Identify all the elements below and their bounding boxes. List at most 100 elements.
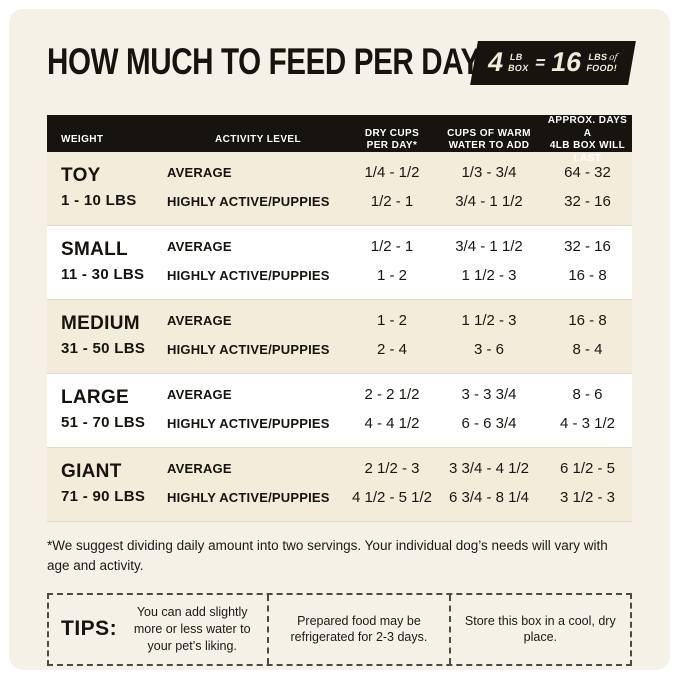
dry-cups-high: 1 - 2 bbox=[376, 267, 407, 284]
serving-footnote: *We suggest dividing daily amount into t… bbox=[47, 538, 608, 573]
header-days-line2: 4LB BOX WILL LAST bbox=[549, 140, 626, 164]
activity-average: AVERAGE bbox=[167, 165, 232, 180]
weight-range: 31 - 50 LBS bbox=[61, 340, 146, 357]
badge-lb-box-stack: LB BOX bbox=[507, 52, 531, 73]
badge-lbs-food-stack: LBS of FOOD! bbox=[586, 52, 620, 74]
days-average: 64 - 32 bbox=[564, 164, 611, 181]
water-cell: 3 - 3 3/4 6 - 6 3/4 bbox=[435, 387, 543, 432]
water-high: 6 - 6 3/4 bbox=[461, 415, 517, 432]
dry-cups-cell: 1/2 - 1 1 - 2 bbox=[349, 239, 435, 284]
tip-text-storage: Store this box in a cool, dry place. bbox=[464, 613, 616, 645]
badge-lb-label: LB bbox=[509, 52, 524, 63]
water-cell: 1 1/2 - 3 3 - 6 bbox=[435, 313, 543, 358]
water-high: 3/4 - 1 1/2 bbox=[455, 193, 523, 210]
tips-cell-refrigerate: Prepared food may be refrigerated for 2-… bbox=[267, 595, 448, 664]
days-high: 32 - 16 bbox=[564, 193, 611, 210]
water-average: 3 3/4 - 4 1/2 bbox=[448, 460, 530, 477]
days-average: 8 - 6 bbox=[572, 386, 603, 403]
badge-food-label: FOOD! bbox=[585, 63, 618, 74]
badge-lbs-of-row: LBS of bbox=[587, 52, 620, 64]
weight-name: MEDIUM bbox=[61, 313, 140, 334]
days-cell: 8 - 6 4 - 3 1/2 bbox=[543, 387, 632, 432]
activity-high: HIGHLY ACTIVE/PUPPIES bbox=[167, 268, 330, 283]
badge-quantity-16: 16 bbox=[548, 47, 585, 77]
weight-name: GIANT bbox=[61, 461, 122, 482]
table-row-medium: MEDIUM 31 - 50 LBS AVERAGE HIGHLY ACTIVE… bbox=[47, 300, 632, 374]
activity-average: AVERAGE bbox=[167, 387, 232, 402]
header: HOW MUCH TO FEED PER DAY 4 LB BOX = 16 L… bbox=[47, 39, 636, 91]
table-header-row: WEIGHT ACTIVITY LEVEL DRY CUPS PER DAY* … bbox=[47, 115, 632, 164]
tips-label: TIPS: bbox=[61, 617, 118, 641]
weight-cell: TOY 1 - 10 LBS bbox=[47, 165, 167, 210]
water-cell: 1/3 - 3/4 3/4 - 1 1/2 bbox=[435, 165, 543, 210]
weight-cell: MEDIUM 31 - 50 LBS bbox=[47, 313, 167, 358]
page-title: HOW MUCH TO FEED PER DAY bbox=[47, 41, 480, 82]
feeding-guide-card: HOW MUCH TO FEED PER DAY 4 LB BOX = 16 L… bbox=[9, 9, 670, 670]
feeding-table: WEIGHT ACTIVITY LEVEL DRY CUPS PER DAY* … bbox=[47, 115, 632, 522]
activity-high: HIGHLY ACTIVE/PUPPIES bbox=[167, 194, 330, 209]
days-average: 32 - 16 bbox=[564, 238, 611, 255]
table-row-giant: GIANT 71 - 90 LBS AVERAGE HIGHLY ACTIVE/… bbox=[47, 448, 632, 522]
weight-cell: GIANT 71 - 90 LBS bbox=[47, 461, 167, 506]
activity-cell: AVERAGE HIGHLY ACTIVE/PUPPIES bbox=[167, 239, 349, 284]
badge-quantity-4: 4 bbox=[485, 47, 506, 77]
water-high: 6 3/4 - 8 1/4 bbox=[448, 489, 530, 506]
days-high: 4 - 3 1/2 bbox=[559, 415, 616, 432]
water-average: 1 1/2 - 3 bbox=[461, 312, 517, 329]
days-high: 8 - 4 bbox=[572, 341, 603, 358]
header-dry-cups-line1: DRY CUPS bbox=[364, 127, 420, 139]
water-average: 1/3 - 3/4 bbox=[461, 164, 517, 181]
table-row-large: LARGE 51 - 70 LBS AVERAGE HIGHLY ACTIVE/… bbox=[47, 374, 632, 448]
header-dry-cups-line2: PER DAY* bbox=[366, 140, 418, 151]
dry-cups-cell: 1 - 2 2 - 4 bbox=[349, 313, 435, 358]
table-row-toy: TOY 1 - 10 LBS AVERAGE HIGHLY ACTIVE/PUP… bbox=[47, 152, 632, 226]
tip-text-refrigerate: Prepared food may be refrigerated for 2-… bbox=[290, 613, 428, 645]
header-warm-water: CUPS OF WARM WATER TO ADD bbox=[435, 128, 543, 153]
activity-average: AVERAGE bbox=[167, 239, 232, 254]
days-cell: 6 1/2 - 5 3 1/2 - 3 bbox=[543, 461, 632, 506]
water-average: 3/4 - 1 1/2 bbox=[455, 238, 523, 255]
dry-cups-high: 4 1/2 - 5 1/2 bbox=[351, 489, 433, 506]
water-high: 3 - 6 bbox=[473, 341, 504, 358]
activity-high: HIGHLY ACTIVE/PUPPIES bbox=[167, 342, 330, 357]
water-cell: 3 3/4 - 4 1/2 6 3/4 - 8 1/4 bbox=[435, 461, 543, 506]
weight-range: 11 - 30 LBS bbox=[61, 266, 145, 283]
dry-cups-cell: 2 1/2 - 3 4 1/2 - 5 1/2 bbox=[349, 461, 435, 506]
weight-name: SMALL bbox=[61, 239, 128, 260]
activity-average: AVERAGE bbox=[167, 461, 232, 476]
tips-box: TIPS: You can add slightly more or less … bbox=[47, 593, 632, 666]
header-days-box-lasts: APPROX. DAYS A 4LB BOX WILL LAST bbox=[543, 115, 632, 165]
badge-box-label: BOX bbox=[507, 62, 530, 73]
activity-high: HIGHLY ACTIVE/PUPPIES bbox=[167, 490, 330, 505]
tips-cell-water: TIPS: You can add slightly more or less … bbox=[49, 595, 267, 664]
dry-cups-average: 2 - 2 1/2 bbox=[364, 386, 420, 403]
tips-cell-storage: Store this box in a cool, dry place. bbox=[448, 595, 630, 664]
weight-name: TOY bbox=[61, 165, 101, 186]
weight-cell: SMALL 11 - 30 LBS bbox=[47, 239, 167, 284]
equals-sign: = bbox=[534, 52, 548, 72]
days-cell: 64 - 32 32 - 16 bbox=[543, 165, 632, 210]
dry-cups-average: 2 1/2 - 3 bbox=[364, 460, 420, 477]
days-average: 16 - 8 bbox=[568, 312, 607, 329]
days-cell: 16 - 8 8 - 4 bbox=[543, 313, 632, 358]
activity-cell: AVERAGE HIGHLY ACTIVE/PUPPIES bbox=[167, 387, 349, 432]
water-average: 3 - 3 3/4 bbox=[461, 386, 517, 403]
weight-range: 71 - 90 LBS bbox=[61, 488, 146, 505]
food-amount-badge: 4 LB BOX = 16 LBS of FOOD! bbox=[470, 41, 636, 85]
weight-range: 1 - 10 LBS bbox=[61, 192, 137, 209]
header-weight: WEIGHT bbox=[61, 133, 104, 145]
dry-cups-cell: 1/4 - 1/2 1/2 - 1 bbox=[349, 165, 435, 210]
header-dry-cups: DRY CUPS PER DAY* bbox=[349, 128, 435, 153]
activity-cell: AVERAGE HIGHLY ACTIVE/PUPPIES bbox=[167, 165, 349, 210]
activity-high: HIGHLY ACTIVE/PUPPIES bbox=[167, 416, 330, 431]
dry-cups-average: 1 - 2 bbox=[376, 312, 407, 329]
water-cell: 3/4 - 1 1/2 1 1/2 - 3 bbox=[435, 239, 543, 284]
table-row-small: SMALL 11 - 30 LBS AVERAGE HIGHLY ACTIVE/… bbox=[47, 226, 632, 300]
badge-of-label: of bbox=[608, 51, 619, 63]
activity-average: AVERAGE bbox=[167, 313, 232, 328]
dry-cups-average: 1/4 - 1/2 bbox=[364, 164, 420, 181]
weight-name: LARGE bbox=[61, 387, 129, 408]
tip-text-water: You can add slightly more or less water … bbox=[133, 605, 251, 653]
dry-cups-high: 2 - 4 bbox=[376, 341, 407, 358]
badge-lbs-label: LBS bbox=[587, 51, 609, 62]
